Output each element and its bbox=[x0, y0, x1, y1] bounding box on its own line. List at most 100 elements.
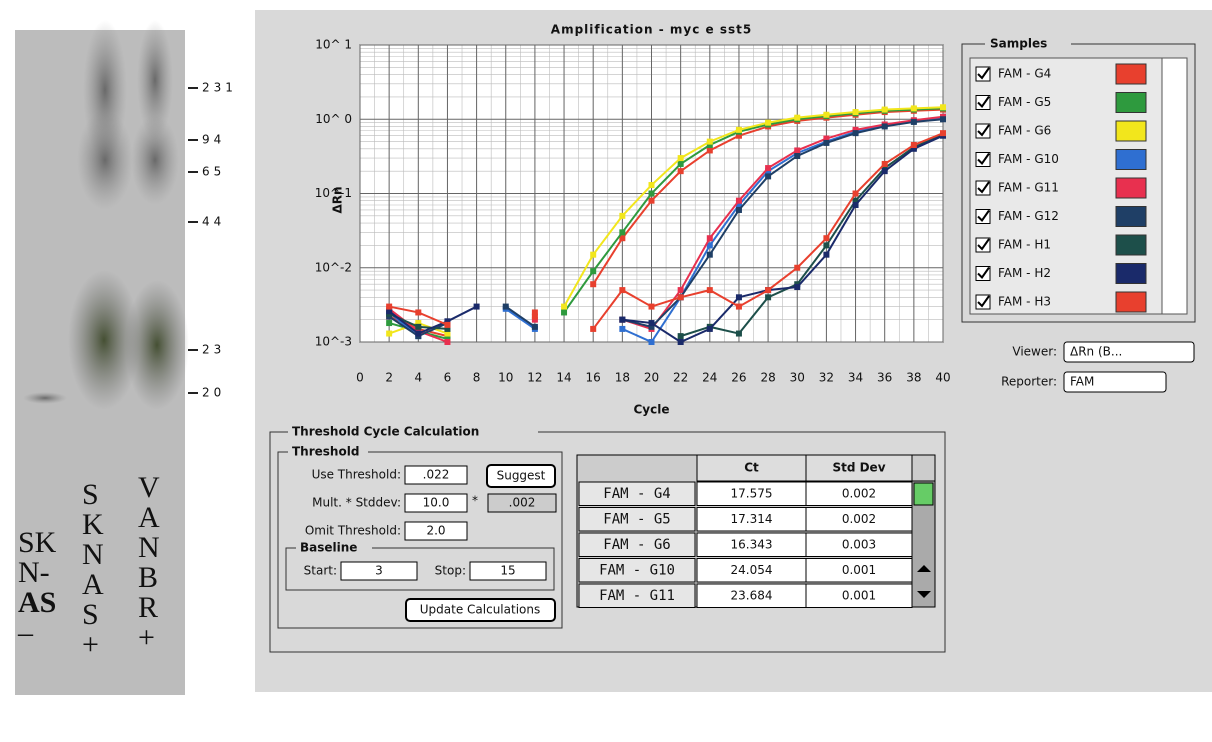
data-point bbox=[619, 325, 626, 332]
cell bbox=[578, 532, 696, 557]
x-tick-label: 26 bbox=[731, 371, 746, 385]
data-point bbox=[706, 141, 713, 148]
data-point bbox=[823, 235, 830, 242]
data-point bbox=[765, 165, 772, 172]
cell-value: 0.001 bbox=[842, 563, 876, 577]
data-point bbox=[677, 168, 684, 175]
data-point bbox=[794, 264, 801, 271]
check bbox=[977, 124, 990, 137]
data-point bbox=[561, 309, 568, 316]
data-point bbox=[881, 168, 888, 175]
data-point bbox=[677, 294, 684, 301]
threshold-box bbox=[277, 451, 563, 629]
data-point bbox=[473, 303, 480, 310]
data-point bbox=[677, 155, 684, 162]
button[interactable] bbox=[405, 598, 556, 622]
cell-value: 16.343 bbox=[731, 537, 773, 551]
x-tick-label: 12 bbox=[527, 371, 542, 385]
data-point bbox=[590, 325, 597, 332]
input[interactable] bbox=[404, 493, 468, 513]
x-tick-label: 6 bbox=[444, 371, 452, 385]
smear bbox=[137, 20, 173, 140]
baseline-box bbox=[285, 547, 555, 591]
lane-label: B bbox=[138, 561, 158, 594]
data-point bbox=[444, 335, 451, 342]
data-point bbox=[735, 197, 742, 204]
data-point bbox=[415, 320, 422, 327]
cell-value: 17.314 bbox=[731, 512, 773, 526]
row-label: FAM - G10 bbox=[599, 562, 675, 578]
data-point bbox=[823, 139, 830, 146]
samples-title: Samples bbox=[990, 37, 1047, 51]
data-point bbox=[706, 235, 713, 242]
data-point bbox=[852, 109, 859, 116]
x-tick-label: 0 bbox=[356, 371, 364, 385]
field-label: Mult. * Stddev: bbox=[312, 496, 401, 510]
data-point bbox=[706, 325, 713, 332]
data-point bbox=[910, 118, 917, 125]
content: 2319465442320SKN-AS–SKNAS+VANBR+10^-310^… bbox=[17, 23, 1196, 661]
lane-label: – bbox=[17, 616, 34, 649]
data-point bbox=[648, 339, 655, 345]
input[interactable] bbox=[404, 465, 468, 485]
header-cell bbox=[696, 454, 807, 482]
data-point bbox=[765, 168, 772, 175]
header: Std Dev bbox=[832, 461, 885, 475]
cell-value: 23.684 bbox=[731, 588, 773, 602]
check bbox=[977, 152, 990, 166]
lane-label: A bbox=[82, 568, 104, 601]
scroll-arrow[interactable] bbox=[917, 591, 931, 598]
data-point bbox=[852, 126, 859, 133]
x-axis-label: Cycle bbox=[634, 403, 670, 417]
input[interactable] bbox=[469, 561, 547, 581]
swatch bbox=[1115, 177, 1147, 199]
series-line bbox=[388, 134, 944, 344]
scroll-thumb[interactable] bbox=[913, 482, 934, 506]
data-point bbox=[444, 325, 451, 332]
title-bg bbox=[288, 424, 538, 440]
data-point bbox=[706, 147, 713, 154]
y-tick-label: 10^-2 bbox=[315, 260, 352, 274]
input[interactable] bbox=[340, 561, 418, 581]
data-point bbox=[910, 145, 917, 152]
button[interactable] bbox=[486, 464, 556, 488]
sample-name: FAM - H1 bbox=[998, 238, 1051, 252]
row-label: FAM - G4 bbox=[603, 486, 670, 502]
check bbox=[977, 295, 990, 308]
lane-label: A bbox=[138, 501, 160, 534]
title-bg bbox=[296, 541, 372, 555]
marker-label: 65 bbox=[202, 165, 225, 179]
input-value: 15 bbox=[500, 564, 515, 578]
menu[interactable] bbox=[1063, 371, 1167, 393]
data-point bbox=[735, 294, 742, 301]
swatch bbox=[1115, 120, 1147, 142]
data-point bbox=[677, 339, 684, 345]
field-label: Stop: bbox=[435, 564, 466, 578]
sample-name: FAM - G5 bbox=[998, 95, 1051, 109]
y-tick-label: 10^-3 bbox=[315, 335, 352, 349]
sample-name: FAM - G6 bbox=[998, 124, 1051, 138]
menu-label: Viewer: bbox=[1012, 345, 1057, 359]
menu[interactable] bbox=[1063, 341, 1195, 363]
data-point bbox=[910, 105, 917, 112]
smear bbox=[131, 115, 179, 205]
input[interactable] bbox=[404, 521, 468, 541]
sample-name: FAM - H3 bbox=[998, 295, 1051, 309]
x-tick-label: 38 bbox=[906, 371, 921, 385]
data-point bbox=[677, 160, 684, 167]
data-point bbox=[531, 316, 538, 323]
row-label: FAM - G5 bbox=[603, 511, 670, 527]
data-point bbox=[619, 287, 626, 294]
data-point bbox=[823, 242, 830, 249]
lane-label: N- bbox=[18, 556, 50, 589]
scroll-arrow[interactable] bbox=[917, 565, 931, 572]
sample-name: FAM - G12 bbox=[998, 209, 1059, 223]
row-label: FAM - G6 bbox=[603, 537, 670, 553]
x-tick-label: 20 bbox=[644, 371, 659, 385]
x-tick-label: 30 bbox=[790, 371, 805, 385]
x-tick-label: 16 bbox=[586, 371, 601, 385]
x-tick-label: 22 bbox=[673, 371, 688, 385]
lane-label: S bbox=[82, 598, 99, 631]
smear bbox=[77, 110, 133, 210]
